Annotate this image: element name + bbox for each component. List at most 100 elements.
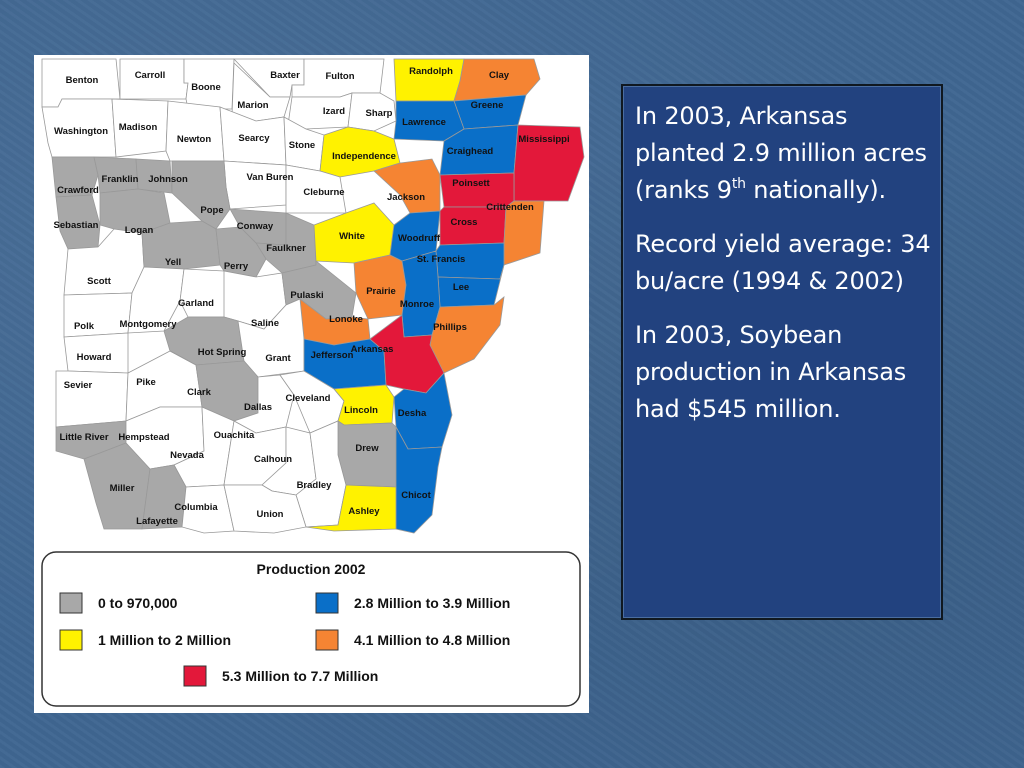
county-label-lafayette: Lafayette: [136, 516, 178, 527]
county-label-cleburne: Cleburne: [303, 187, 344, 198]
county-label-lawrence: Lawrence: [402, 117, 446, 128]
county-label-lonoke: Lonoke: [329, 314, 363, 325]
county-label-crawford: Crawford: [57, 185, 99, 196]
legend-swatch-orange: [315, 629, 339, 651]
county-label-bradley: Bradley: [297, 480, 333, 491]
county-label-izard: Izard: [323, 106, 345, 117]
county-label-clark: Clark: [187, 387, 211, 398]
county-label-poinsett: Poinsett: [452, 178, 490, 189]
county-label-drew: Drew: [355, 443, 379, 454]
legend-label-orange: 4.1 Million to 4.8 Million: [354, 632, 510, 648]
county-chicot: [395, 426, 443, 534]
county-label-van-buren: Van Buren: [247, 172, 294, 183]
legend-label-yellow: 1 Million to 2 Million: [98, 632, 231, 648]
legend-swatch-red: [183, 665, 207, 687]
county-label-st-francis: St. Francis: [417, 254, 466, 265]
county-label-prairie: Prairie: [366, 286, 396, 297]
county-label-sharp: Sharp: [366, 108, 393, 119]
rank-superscript: th: [731, 176, 746, 192]
county-label-boone: Boone: [191, 82, 221, 93]
map-legend: Production 2002 0 to 970,000 2.8 Million …: [41, 551, 581, 707]
info-text-panel: In 2003, Arkansas planted 2.9 million ac…: [621, 84, 943, 620]
county-label-ashley: Ashley: [348, 506, 380, 517]
record-yield-text: Record yield average: 34 bu/acre (1994 &…: [635, 230, 931, 295]
legend-label-blue: 2.8 Million to 3.9 Million: [354, 595, 510, 611]
county-label-newton: Newton: [177, 134, 212, 145]
county-pope: [171, 160, 231, 230]
county-label-faulkner: Faulkner: [266, 243, 306, 254]
county-label-woodruff: Woodruff: [398, 233, 441, 244]
county-label-independence: Independence: [332, 151, 396, 162]
county-label-dallas: Dallas: [244, 402, 272, 413]
county-label-sevier: Sevier: [64, 380, 93, 391]
county-cleburne: [285, 164, 347, 214]
county-label-polk: Polk: [74, 321, 95, 332]
county-label-clay: Clay: [489, 70, 510, 81]
county-label-searcy: Searcy: [238, 133, 270, 144]
county-label-pulaski: Pulaski: [290, 290, 323, 301]
legend-label-red: 5.3 Million to 7.7 Million: [222, 668, 378, 684]
county-label-craighead: Craighead: [447, 146, 494, 157]
planted-acres-text-main: In 2003, Arkansas planted 2.9 million ac…: [635, 102, 927, 204]
county-label-conway: Conway: [237, 221, 274, 232]
county-label-miller: Miller: [110, 483, 135, 494]
legend-label-gray: 0 to 970,000: [98, 595, 178, 611]
county-label-cleveland: Cleveland: [286, 393, 331, 404]
county-label-grant: Grant: [265, 353, 291, 364]
county-label-perry: Perry: [224, 261, 249, 272]
county-label-mississippi: Mississippi: [518, 134, 569, 145]
legend-swatch-gray: [59, 592, 83, 614]
county-label-chicot: Chicot: [401, 490, 431, 501]
production-value-text: In 2003, Soybean production in Arkansas …: [635, 321, 907, 423]
county-label-lee: Lee: [453, 282, 469, 293]
county-label-calhoun: Calhoun: [254, 454, 292, 465]
county-ashley: [305, 484, 397, 532]
county-label-greene: Greene: [471, 100, 504, 111]
county-union: [223, 484, 307, 534]
county-label-benton: Benton: [66, 75, 99, 86]
county-label-garland: Garland: [178, 298, 214, 309]
planted-acres-text: In 2003, Arkansas planted 2.9 million ac…: [635, 98, 931, 209]
county-label-johnson: Johnson: [148, 174, 188, 185]
county-newton: [165, 100, 225, 162]
county-label-little-river: Little River: [59, 432, 108, 443]
county-label-howard: Howard: [77, 352, 112, 363]
county-phillips: [429, 296, 505, 374]
county-label-sebastian: Sebastian: [54, 220, 99, 231]
legend-title: Production 2002: [257, 561, 366, 577]
county-label-hempstead: Hempstead: [118, 432, 169, 443]
county-label-randolph: Randolph: [409, 66, 453, 77]
county-label-marion: Marion: [237, 100, 268, 111]
county-van-buren: [223, 160, 287, 210]
county-label-fulton: Fulton: [325, 71, 354, 82]
planted-acres-text-tail: nationally).: [745, 176, 886, 204]
county-label-arkansas: Arkansas: [351, 344, 394, 355]
county-label-scott: Scott: [87, 276, 112, 287]
county-label-madison: Madison: [119, 122, 158, 133]
county-label-baxter: Baxter: [270, 70, 300, 81]
county-lafayette: [141, 464, 187, 530]
county-label-pope: Pope: [200, 205, 223, 216]
legend-swatch-yellow: [59, 629, 83, 651]
county-label-crittenden: Crittenden: [486, 202, 534, 213]
county-label-carroll: Carroll: [135, 70, 166, 81]
county-drew: [337, 420, 397, 488]
county-perry: [215, 226, 267, 278]
county-label-hot-spring: Hot Spring: [198, 347, 247, 358]
county-label-franklin: Franklin: [102, 174, 139, 185]
county-label-jackson: Jackson: [387, 192, 425, 203]
county-crawford: [51, 156, 99, 198]
county-label-stone: Stone: [289, 140, 315, 151]
map-panel: Benton Carroll Boone Baxter Fulton Randolph Cl…: [34, 55, 589, 713]
arkansas-county-map: Benton Carroll Boone Baxter Fulton Randolph Cl…: [41, 58, 585, 707]
county-label-union: Union: [257, 509, 284, 520]
county-label-phillips: Phillips: [433, 322, 467, 333]
legend-swatch-blue: [315, 592, 339, 614]
county-label-yell: Yell: [165, 257, 181, 268]
county-label-washington: Washington: [54, 126, 108, 137]
county-label-montgomery: Montgomery: [120, 319, 178, 330]
county-label-saline: Saline: [251, 318, 279, 329]
county-label-jefferson: Jefferson: [311, 350, 354, 361]
county-label-logan: Logan: [125, 225, 154, 236]
county-label-pike: Pike: [136, 377, 156, 388]
